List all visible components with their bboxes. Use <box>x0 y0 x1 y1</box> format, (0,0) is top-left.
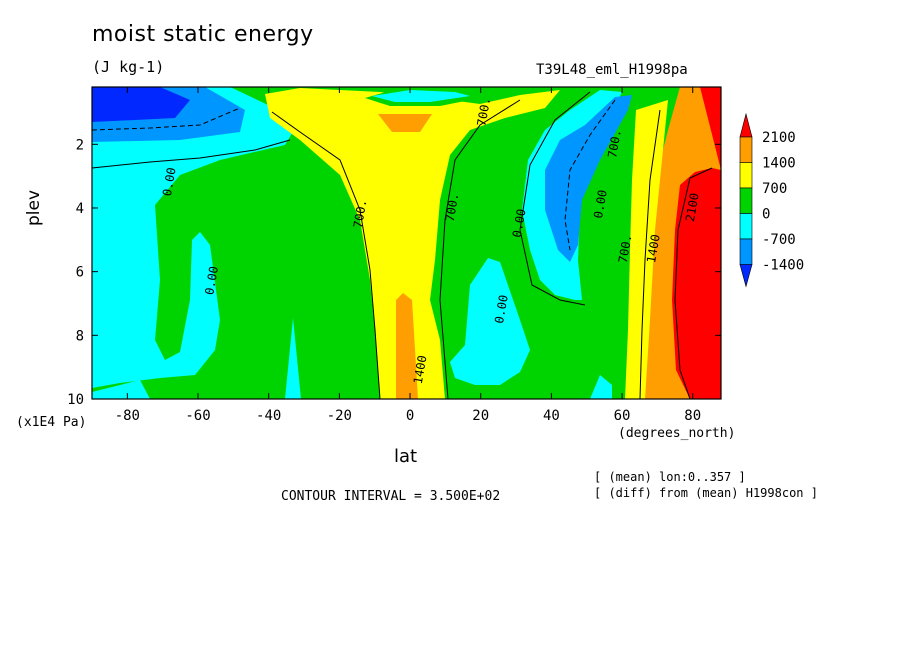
colorbar-bin <box>739 187 753 214</box>
contour-label: 700. <box>443 192 462 223</box>
contour-line-700-north <box>439 99 521 400</box>
colorbar-label: 700 <box>762 181 787 197</box>
x-tick-label: 20 <box>472 408 489 424</box>
contour-label: 700. <box>616 233 635 264</box>
y-tick-label: 2 <box>76 137 84 153</box>
x-tick-label: -80 <box>115 408 140 424</box>
y-axis-units: (x1E4 Pa) <box>16 415 87 430</box>
experiment-label: T39L48_eml_H1998pa <box>536 62 688 78</box>
x-tick-label: -20 <box>327 408 352 424</box>
orange-equator-top <box>378 114 432 132</box>
x-tick-label: 60 <box>614 408 631 424</box>
cyan-bottom-north <box>450 258 530 385</box>
contour-line-0-north <box>519 91 591 306</box>
contour-line-700-south <box>271 111 381 400</box>
y-tick-label: 8 <box>76 328 84 344</box>
colorbar-bin <box>739 238 753 265</box>
chart-units: (J kg-1) <box>92 58 165 76</box>
y-tick-label: 6 <box>76 265 84 281</box>
darkblue-southern-corner <box>92 87 190 122</box>
yellow-northern-strip <box>625 100 668 399</box>
contour-label: 0.00 <box>591 189 610 220</box>
orange-equator-bottom <box>396 293 418 399</box>
colorbar-label: 1400 <box>762 156 796 172</box>
contour-line-dashed-south <box>91 107 241 131</box>
x-tick-label: -40 <box>256 408 281 424</box>
colorbar-label: -1400 <box>762 258 804 274</box>
x-tick-label: 0 <box>406 408 414 424</box>
colorbar-label: 2100 <box>762 130 796 146</box>
contour-label: 0.00 <box>492 294 511 325</box>
y-axis: 2 4 6 8 10 <box>67 137 721 408</box>
contour-line-north-1400 <box>639 109 661 400</box>
contour-label: 0.00 <box>202 265 221 296</box>
contour-line-dashed-north <box>564 99 616 251</box>
contour-label: 2100 <box>683 192 702 223</box>
blue-northern-tongue <box>545 95 632 262</box>
red-top-spot <box>705 87 721 118</box>
contour-label: 0.00 <box>160 166 179 197</box>
cyan-bottom-right <box>590 375 612 399</box>
colorbar-bin <box>739 162 753 189</box>
contour-line-0-south <box>91 139 291 169</box>
x-tick-label: 80 <box>684 408 701 424</box>
contour-label: 1400 <box>644 233 663 264</box>
x-axis-label: lat <box>394 446 418 467</box>
contour-label: 0.00 <box>510 208 529 239</box>
cyan-spike-south <box>285 318 301 399</box>
plot-frame <box>91 86 722 400</box>
colorbar-bin <box>739 136 753 163</box>
cyan-bottom-south <box>92 380 150 399</box>
diff-note: [ (diff) from (mean) H1998con ] <box>594 486 818 500</box>
contour-label: 700. <box>605 128 624 159</box>
x-tick-label: -60 <box>185 408 210 424</box>
y-tick-label: 4 <box>76 201 84 217</box>
colorbar-bin <box>739 213 753 240</box>
contour-interval-label: CONTOUR INTERVAL = 3.500E+02 <box>281 489 501 504</box>
colorbar-top-arrow <box>739 112 753 138</box>
contour-label: 1400 <box>411 354 430 385</box>
cyan-top-sliver <box>372 90 470 102</box>
y-tick-label: 10 <box>67 392 84 408</box>
contour-line-north-2100 <box>674 167 713 400</box>
colorbar-label: 0 <box>762 207 770 223</box>
colorbar-bottom-arrow <box>739 264 753 288</box>
x-axis-units: (degrees_north) <box>618 426 736 441</box>
red-northern-pole <box>672 87 721 399</box>
mean-note: [ (mean) lon:0..357 ] <box>594 470 746 484</box>
chart-title: moist static energy <box>92 22 314 47</box>
contour-label: 700. <box>474 96 493 127</box>
contour-labels: 0.00 0.00 700. 700. 700. 0.00 0.00 700. 0.00 700.… <box>160 96 702 385</box>
yellow-central-column <box>265 88 560 399</box>
x-tick-label: 40 <box>543 408 560 424</box>
plot-area <box>91 87 721 400</box>
colorbar-label: -700 <box>762 232 796 248</box>
colorbar: 2100 1400 700 0 -700 -1400 <box>739 112 804 288</box>
x-axis: -80 -60 -40 -20 0 20 40 60 80 <box>115 87 701 424</box>
contour-label: 700. <box>351 198 370 229</box>
